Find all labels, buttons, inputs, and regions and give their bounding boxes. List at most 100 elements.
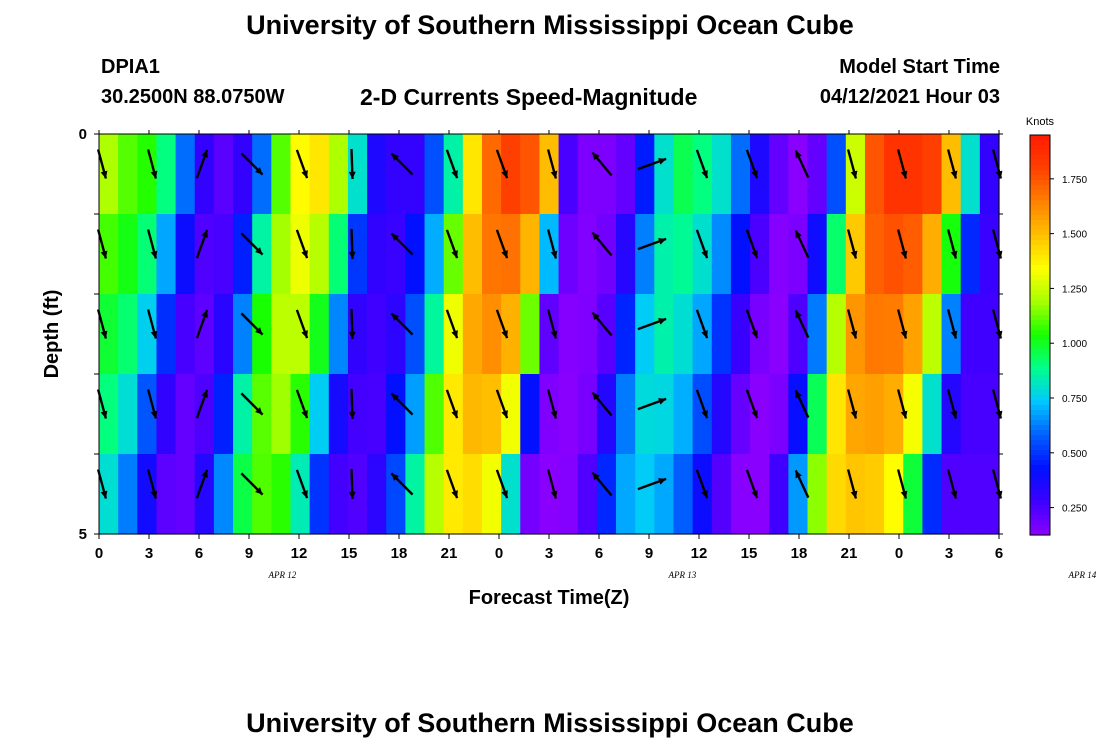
heatmap-cell (826, 374, 847, 455)
current-arrow (348, 388, 356, 420)
heatmap-cell (175, 214, 196, 295)
current-arrow (794, 469, 810, 499)
current-arrow (390, 392, 414, 416)
heatmap-cell (654, 374, 675, 455)
heatmap-cell (692, 454, 713, 535)
current-arrow (146, 229, 158, 259)
current-arrow (591, 391, 613, 417)
heatmap-cell (654, 134, 675, 215)
heatmap-cell (941, 374, 962, 455)
x-tick-label: 18 (391, 545, 408, 562)
current-arrow (146, 389, 158, 419)
heatmap-cell (213, 374, 234, 455)
current-arrow (745, 229, 759, 259)
y-tick-label: 0 (79, 126, 87, 143)
heatmap-cell (194, 454, 215, 535)
heatmap-cell (558, 454, 579, 535)
heatmap-cell (635, 454, 655, 535)
heatmap-cell (960, 214, 981, 295)
heatmap-cell (903, 454, 924, 535)
heatmap-cell (769, 294, 789, 375)
current-arrow (591, 311, 613, 337)
heatmap-cell (635, 214, 655, 295)
heatmap-cell (118, 374, 138, 455)
heatmap-cell (424, 134, 445, 215)
heatmap-cell (577, 294, 598, 375)
heatmap-cell (347, 454, 368, 535)
current-arrow (240, 392, 264, 416)
heatmap-cell (520, 294, 541, 375)
heatmap-cell (788, 454, 809, 535)
current-arrow (591, 471, 613, 497)
heatmap-cell (673, 134, 694, 215)
heatmap-cell (730, 294, 751, 375)
x-tick-label: 15 (741, 545, 758, 562)
heatmap-cell (884, 454, 904, 535)
heatmap-cell (654, 294, 675, 375)
heatmap-cell (635, 374, 655, 455)
current-arrow (195, 469, 209, 499)
heatmap-cell (616, 134, 636, 215)
x-tick-label: 18 (791, 545, 808, 562)
heatmap-cell (233, 214, 253, 295)
heatmap-cell (730, 374, 751, 455)
heatmap-cell (884, 294, 904, 375)
current-arrow (591, 151, 613, 177)
current-arrow (695, 229, 709, 259)
heatmap-cell (424, 294, 445, 375)
heatmap-cell (481, 294, 502, 375)
heatmap-cell (328, 214, 349, 295)
current-arrow (745, 309, 759, 339)
heatmap-cell (979, 374, 1000, 455)
x-tick-label: 21 (441, 545, 458, 562)
heatmap-cell (596, 294, 617, 375)
heatmap-cell (539, 134, 560, 215)
heatmap-cell (367, 214, 387, 295)
heatmap-cell (290, 294, 311, 375)
heatmap-cell (501, 134, 521, 215)
current-arrow (846, 389, 858, 419)
heatmap-cell (788, 134, 809, 215)
date-label: APR 12 (267, 570, 296, 580)
heatmap-cell (711, 214, 732, 295)
x-tick-label: 21 (841, 545, 858, 562)
current-arrow (745, 389, 759, 419)
heatmap-cell (979, 134, 1000, 215)
x-tick-label: 9 (645, 545, 653, 562)
heatmap-cell (233, 454, 253, 535)
heatmap-cell (271, 454, 292, 535)
current-arrow (348, 308, 356, 340)
heatmap-cell (386, 214, 406, 295)
x-tick-label: 0 (895, 545, 903, 562)
current-arrow (637, 397, 667, 411)
heatmap-cell (884, 374, 904, 455)
heatmap-cell (750, 374, 770, 455)
heatmap-cell (616, 294, 636, 375)
heatmap-cell (941, 454, 962, 535)
heatmap-cell (99, 374, 119, 455)
heatmap-cell (922, 454, 943, 535)
heatmap-cell (194, 374, 215, 455)
colorbar-tick-label: 0.500 (1062, 449, 1087, 460)
heatmap-cell (367, 294, 387, 375)
current-arrow (295, 469, 309, 499)
x-tick-label: 6 (195, 545, 203, 562)
heatmap-cell (558, 214, 579, 295)
heatmap-cell (539, 454, 560, 535)
current-arrow (896, 389, 908, 419)
current-arrow (495, 309, 509, 339)
heatmap-cell (347, 214, 368, 295)
current-arrow (794, 309, 810, 339)
current-arrow (495, 389, 509, 419)
heatmap-cell (711, 454, 732, 535)
heatmap-cell (960, 454, 981, 535)
x-axis-label: Forecast Time(Z) (469, 587, 630, 609)
heatmap-cell (290, 454, 311, 535)
heatmap-cell (520, 214, 541, 295)
heatmap-cell (233, 374, 253, 455)
heatmap-cell (424, 214, 445, 295)
current-arrow (846, 229, 858, 259)
heatmap-cell (481, 374, 502, 455)
x-tick-label: 15 (341, 545, 358, 562)
current-arrow (240, 472, 264, 496)
